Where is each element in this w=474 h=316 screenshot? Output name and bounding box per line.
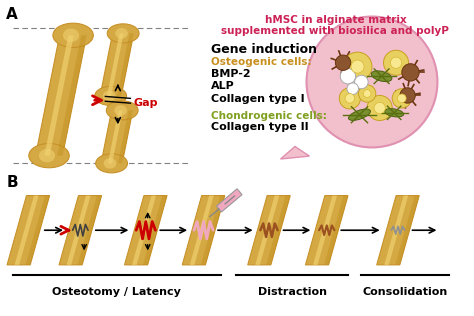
Polygon shape <box>66 196 91 265</box>
Circle shape <box>374 102 385 114</box>
Circle shape <box>339 88 360 109</box>
Text: Collagen type II: Collagen type II <box>211 122 309 132</box>
Polygon shape <box>108 110 123 163</box>
Circle shape <box>307 16 438 148</box>
Text: ALP: ALP <box>211 81 235 91</box>
Ellipse shape <box>384 109 404 117</box>
Text: Collagen type I: Collagen type I <box>211 94 305 104</box>
Polygon shape <box>190 196 214 265</box>
Polygon shape <box>217 189 242 212</box>
Circle shape <box>367 95 392 120</box>
Polygon shape <box>36 35 87 155</box>
Polygon shape <box>59 196 101 265</box>
Circle shape <box>402 64 419 81</box>
Text: Consolidation: Consolidation <box>362 287 447 297</box>
Ellipse shape <box>371 71 392 82</box>
Polygon shape <box>377 196 419 265</box>
Text: supplemented with biosilica and polyP: supplemented with biosilica and polyP <box>221 26 449 36</box>
Polygon shape <box>395 196 419 265</box>
Circle shape <box>336 55 351 70</box>
Text: Distraction: Distraction <box>257 287 327 297</box>
Polygon shape <box>15 196 38 265</box>
Circle shape <box>383 50 409 75</box>
Ellipse shape <box>63 28 79 42</box>
Circle shape <box>355 75 368 89</box>
Circle shape <box>391 57 401 68</box>
Polygon shape <box>78 196 101 265</box>
Polygon shape <box>101 110 133 163</box>
Polygon shape <box>45 35 74 155</box>
Ellipse shape <box>96 154 128 173</box>
Polygon shape <box>132 196 156 265</box>
Polygon shape <box>118 110 133 163</box>
Circle shape <box>347 83 358 94</box>
Polygon shape <box>57 35 87 155</box>
Polygon shape <box>324 196 348 265</box>
Circle shape <box>398 94 406 103</box>
Ellipse shape <box>29 143 69 168</box>
Text: Gene induction: Gene induction <box>211 44 317 57</box>
Polygon shape <box>125 196 167 265</box>
Polygon shape <box>201 196 225 265</box>
Polygon shape <box>117 33 134 96</box>
Polygon shape <box>182 196 225 265</box>
Circle shape <box>340 69 356 84</box>
Polygon shape <box>281 147 310 159</box>
Polygon shape <box>266 196 290 265</box>
Text: hMSC in alginate matrix: hMSC in alginate matrix <box>264 15 406 25</box>
Ellipse shape <box>95 86 127 106</box>
Ellipse shape <box>114 105 127 116</box>
Ellipse shape <box>115 28 128 39</box>
Ellipse shape <box>39 149 55 162</box>
Circle shape <box>345 94 355 103</box>
Text: A: A <box>6 7 18 22</box>
Text: BMP-2: BMP-2 <box>211 69 251 78</box>
Text: Osteogenic cells:: Osteogenic cells: <box>211 57 312 67</box>
Text: Osteotomy / Latency: Osteotomy / Latency <box>53 287 182 297</box>
Ellipse shape <box>104 158 117 169</box>
Polygon shape <box>384 196 408 265</box>
Circle shape <box>363 90 371 97</box>
Ellipse shape <box>107 24 139 43</box>
Circle shape <box>351 60 364 73</box>
Polygon shape <box>143 196 167 265</box>
Circle shape <box>358 85 376 102</box>
Ellipse shape <box>103 91 115 101</box>
Circle shape <box>400 88 415 103</box>
Polygon shape <box>255 196 279 265</box>
Ellipse shape <box>53 23 93 47</box>
Ellipse shape <box>348 109 370 120</box>
Polygon shape <box>313 196 337 265</box>
Text: Chondrogenic cells:: Chondrogenic cells: <box>211 111 327 121</box>
Circle shape <box>343 52 372 81</box>
Polygon shape <box>248 196 290 265</box>
Ellipse shape <box>106 101 138 120</box>
Polygon shape <box>26 196 50 265</box>
Polygon shape <box>107 33 124 96</box>
Polygon shape <box>305 196 348 265</box>
Text: Gap: Gap <box>133 98 158 108</box>
Text: B: B <box>6 175 18 190</box>
Polygon shape <box>100 33 134 96</box>
Circle shape <box>392 89 411 108</box>
Polygon shape <box>7 196 50 265</box>
